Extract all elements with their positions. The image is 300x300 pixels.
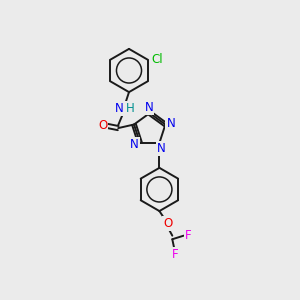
Text: N: N — [145, 101, 154, 114]
Text: F: F — [184, 229, 191, 242]
Text: N: N — [157, 142, 165, 155]
Text: F: F — [171, 248, 178, 261]
Text: Cl: Cl — [152, 52, 163, 66]
Text: N: N — [167, 116, 175, 130]
Text: N: N — [115, 102, 124, 115]
Text: O: O — [163, 217, 172, 230]
Text: N: N — [130, 138, 139, 151]
Text: H: H — [126, 102, 135, 115]
Text: O: O — [98, 119, 107, 132]
